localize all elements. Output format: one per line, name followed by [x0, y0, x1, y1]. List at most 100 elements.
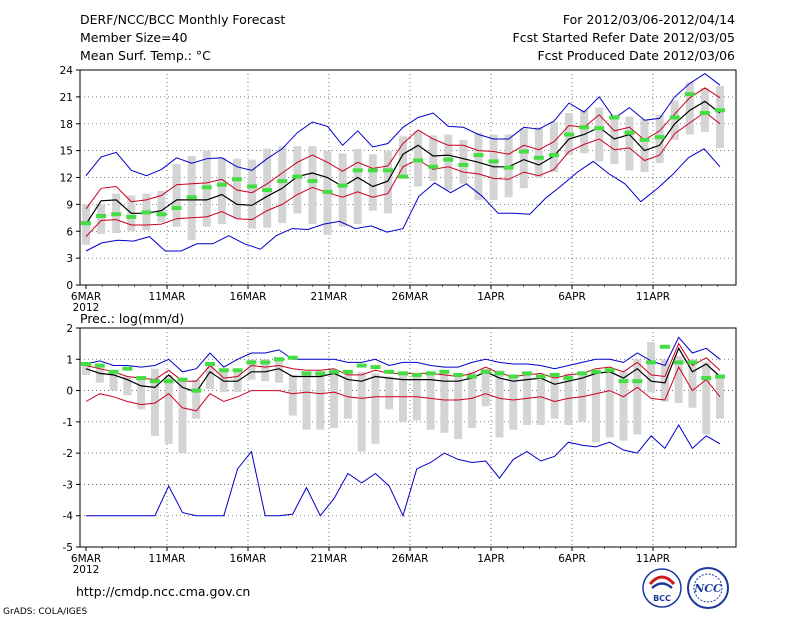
year-label: 2012	[73, 302, 100, 314]
spread-box	[247, 359, 256, 380]
spread-box	[640, 119, 649, 173]
spread-box	[429, 135, 438, 182]
spread-box	[647, 342, 656, 393]
y-tick-label: -1	[63, 417, 73, 429]
member-size-label: Member Size=40	[80, 30, 187, 45]
y-tick-label: -2	[63, 448, 73, 460]
spread-box	[353, 148, 362, 225]
y-tick-label: 0	[66, 280, 73, 292]
spread-box	[688, 359, 697, 408]
y-tick-label: 0	[66, 386, 73, 398]
series-line-min	[85, 148, 721, 252]
spread-box	[399, 374, 407, 422]
spread-box	[308, 146, 317, 225]
spread-box	[444, 134, 453, 191]
spread-box	[371, 373, 380, 444]
spread-box	[288, 374, 297, 416]
y-tick-label: 18	[60, 119, 73, 131]
footer-url[interactable]: http://cmdp.ncc.cma.gov.cn	[76, 584, 250, 599]
spread-box	[619, 371, 628, 441]
spread-box	[702, 362, 711, 435]
spread-box	[467, 371, 476, 429]
x-tick-label: 6MAR	[71, 553, 101, 565]
x-tick-label: 16MAR	[230, 291, 267, 303]
spread-box	[660, 359, 669, 402]
spread-box	[357, 371, 366, 452]
spread-box	[685, 82, 694, 135]
series-line-lower	[85, 365, 721, 412]
spread-box	[293, 146, 302, 214]
y-tick-label: 15	[60, 146, 73, 158]
spread-box	[670, 100, 679, 140]
x-tick-label: 11APR	[636, 553, 670, 565]
spread-box	[302, 374, 311, 430]
series-line-max	[85, 336, 721, 373]
spread-box	[549, 121, 558, 173]
spread-box	[178, 378, 187, 454]
spread-box	[338, 153, 347, 227]
spread-box	[217, 157, 226, 225]
x-tick-label: 1APR	[477, 291, 505, 303]
x-tick-label: 21MAR	[311, 291, 348, 303]
spread-box	[278, 146, 287, 224]
series-line-mean	[85, 100, 721, 225]
spread-box	[383, 150, 392, 214]
forecast-produced-date: Fcst Produced Date 2012/03/06	[537, 48, 735, 63]
spread-box	[172, 164, 181, 227]
series-line-lower	[85, 111, 721, 237]
x-tick-label: 16MAR	[230, 553, 267, 565]
spread-box	[633, 359, 642, 435]
y-tick-label: 6	[66, 226, 73, 238]
temperature-panel: 0 3 6 9 12 15 18 21 24 6MAR 11MAR 16MAR 21MAR 26MAR 1A…	[60, 65, 737, 314]
plot-frame	[79, 327, 737, 548]
spread-box	[150, 368, 159, 436]
x-tick-label: 11MAR	[149, 291, 186, 303]
y-tick-label: 3	[66, 253, 73, 265]
ncc-logo-text: NCC	[693, 582, 722, 595]
spread-box	[261, 359, 270, 382]
bcc-logo-text: BCC	[653, 594, 671, 603]
spread-box	[564, 373, 573, 425]
x-tick-label: 26MAR	[392, 553, 429, 565]
spread-box	[716, 86, 724, 148]
spread-box	[330, 373, 339, 429]
x-tick-label: 11APR	[636, 291, 670, 303]
ncc-logo: NCC	[687, 567, 729, 609]
spread-box	[157, 190, 166, 223]
spread-box	[274, 359, 283, 383]
series-line-min	[86, 424, 721, 518]
spread-box	[495, 370, 504, 438]
y-tick-label: 2	[66, 323, 73, 335]
spread-box	[248, 159, 257, 229]
spread-box	[343, 371, 352, 419]
spread-box	[97, 204, 106, 234]
spread-box	[605, 371, 614, 438]
chart-title: DERF/NCC/BCC Monthly Forecast	[80, 12, 285, 27]
x-tick-label: 26MAR	[392, 291, 429, 303]
spread-box	[368, 154, 377, 211]
spread-box	[426, 371, 435, 430]
spread-box	[109, 371, 118, 391]
spread-box	[206, 365, 215, 390]
y-tick-label: -5	[63, 542, 73, 554]
x-tick-label: 6MAR	[71, 291, 101, 303]
precipitation-panel-label: Prec.: log(mm/d)	[80, 311, 184, 326]
spread-box	[595, 107, 604, 162]
y-tick-label: 24	[60, 65, 74, 77]
spread-box	[716, 374, 724, 419]
x-tick-label: 11MAR	[149, 553, 186, 565]
spread-box	[674, 356, 683, 404]
y-tick-label: 1	[66, 354, 73, 366]
spread-box	[233, 368, 242, 393]
spread-box	[509, 374, 518, 430]
spread-box	[399, 136, 407, 178]
spread-box	[580, 110, 589, 154]
spread-box	[137, 379, 146, 410]
spread-box	[474, 132, 483, 200]
bcc-logo: BCC	[642, 568, 682, 608]
spread-box	[164, 374, 173, 444]
spread-box	[523, 374, 532, 425]
spread-box	[536, 374, 545, 425]
